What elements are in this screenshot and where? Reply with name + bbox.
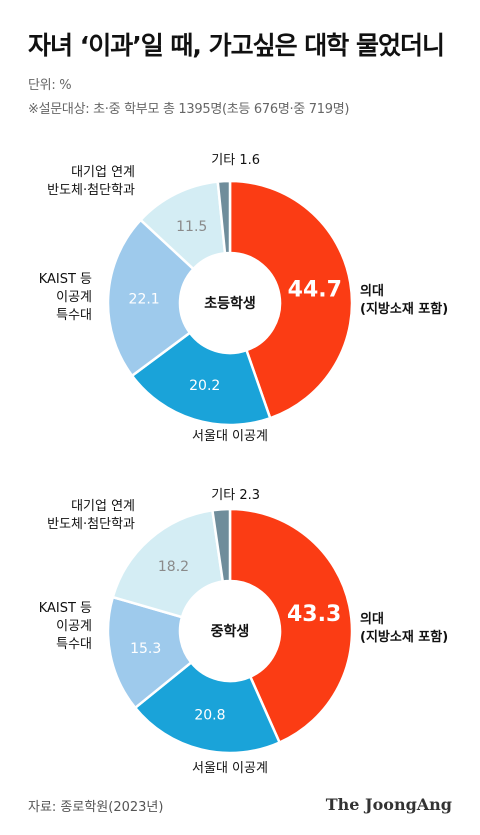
survey-note: ※설문대상: 초·중 학부모 총 1395명(초등 676명·중 719명) — [28, 102, 350, 117]
center-label: 중학생 — [211, 624, 250, 640]
elementary-donut-chart: 44.7 20.2 22.1 11.5 초등학생 의대 (지방소재 포함) 서울대 이공계 KA… — [39, 153, 448, 444]
value-label-snu-science: 20.2 — [189, 378, 220, 394]
category-label-other: 기타 1.6 — [211, 153, 260, 168]
value-label-medical: 43.3 — [287, 602, 341, 627]
category-label-kaist: KAIST 등 이공계 특수대 — [39, 272, 92, 323]
value-label-kaist: 22.1 — [129, 291, 160, 307]
category-label-other: 기타 2.3 — [211, 488, 260, 503]
category-label-snu-science: 서울대 이공계 — [192, 429, 268, 444]
value-label-medical: 44.7 — [288, 278, 342, 303]
slice-medical — [228, 179, 354, 420]
slice-snu-science — [130, 331, 272, 427]
center-label: 초등학생 — [204, 296, 256, 312]
category-label-corporate: 대기업 연계 반도체·첨단학과 — [47, 499, 135, 532]
category-label-snu-science: 서울대 이공계 — [192, 761, 268, 776]
unit-note: 단위: % — [28, 78, 72, 93]
slice-other — [210, 507, 232, 583]
slice-corporate — [111, 508, 225, 619]
value-label-corporate: 18.2 — [158, 559, 189, 575]
slice-kaist — [106, 218, 196, 378]
slice-snu-science — [133, 660, 282, 755]
brand-logo: The JoongAng — [325, 795, 452, 814]
category-label-corporate: 대기업 연계 반도체·첨단학과 — [47, 165, 135, 198]
slice-other — [216, 179, 232, 255]
source-note: 자료: 종로학원(2023년) — [28, 800, 164, 815]
category-label-medical: 의대 (지방소재 포함) — [360, 283, 448, 317]
category-label-medical: 의대 (지방소재 포함) — [360, 611, 448, 645]
value-label-kaist: 15.3 — [130, 641, 161, 657]
value-label-snu-science: 20.8 — [194, 708, 225, 724]
middle-school-donut-chart: 43.3 20.8 15.3 18.2 중학생 의대 (지방소재 포함) 서울대 이공계 KAI… — [39, 488, 448, 776]
slice-medical — [228, 507, 354, 745]
value-label-corporate: 11.5 — [176, 219, 207, 235]
page-title: 자녀 ‘이과’일 때, 가고싶은 대학 물었더니 — [28, 31, 445, 60]
category-label-kaist: KAIST 등 이공계 특수대 — [39, 601, 92, 652]
